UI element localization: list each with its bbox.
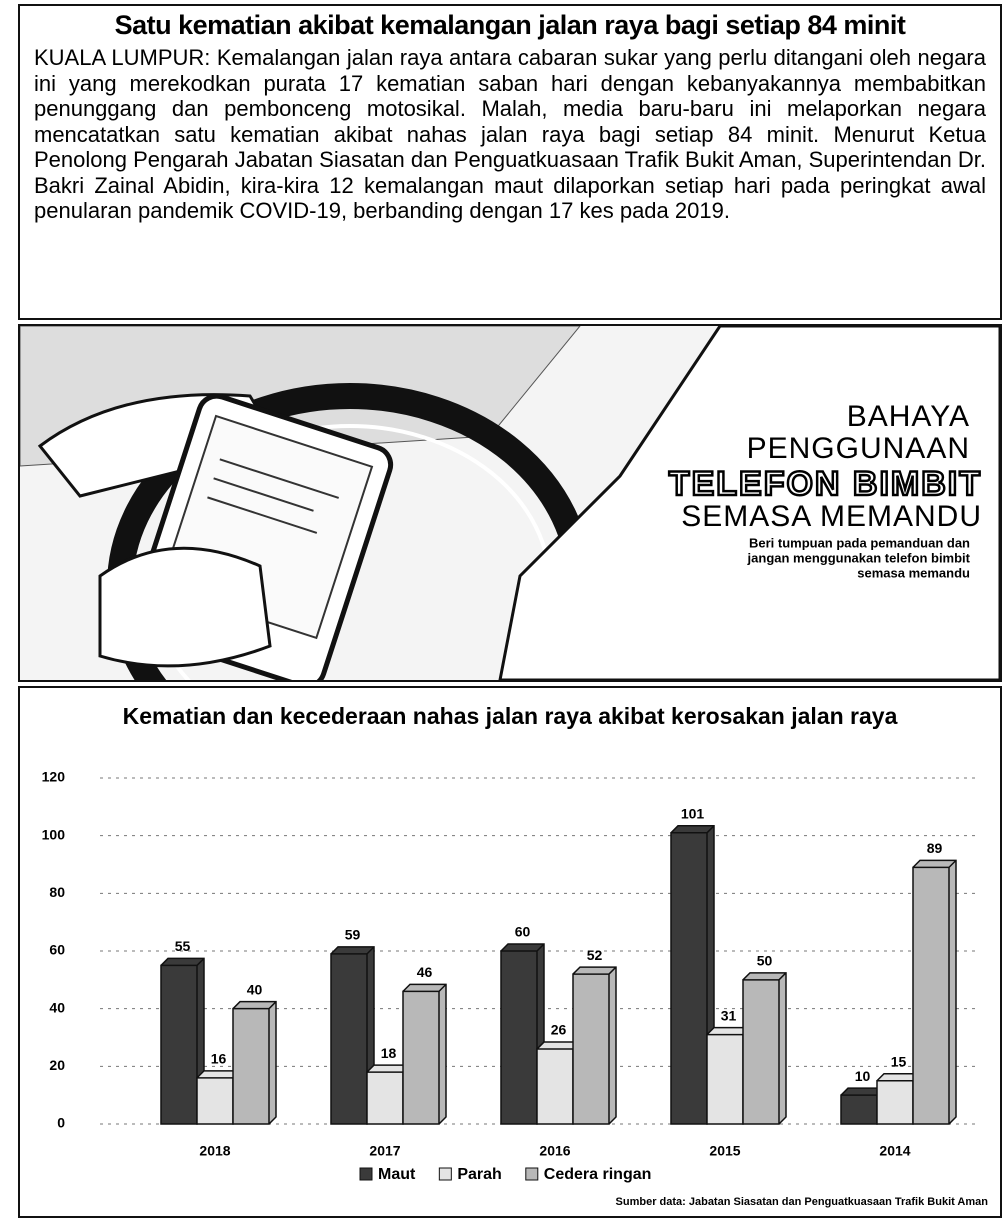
value-label: 60 — [515, 924, 531, 940]
headline: SEMASA MEMANDU — [681, 500, 982, 533]
value-label: 40 — [247, 981, 263, 997]
value-label: 59 — [345, 927, 361, 943]
bar — [743, 973, 786, 1124]
value-label: 89 — [927, 840, 943, 856]
value-label: 55 — [175, 938, 191, 954]
bar — [913, 860, 956, 1124]
value-label: 26 — [551, 1022, 567, 1038]
x-tick-label: 2016 — [539, 1143, 570, 1159]
legend-swatch — [439, 1168, 451, 1180]
value-label: 52 — [587, 947, 603, 963]
illustration-art: BAHAYA PENGGUNAAN TELEFON BIMBIT SEMASA … — [20, 326, 1000, 680]
x-tick-label: 2018 — [199, 1143, 230, 1159]
source: Sumber data: Jabatan Siasatan dan Pengua… — [616, 1196, 989, 1208]
legend-swatch — [360, 1168, 372, 1180]
headline: PENGGUNAAN — [747, 432, 970, 465]
note-line: semasa memandu — [857, 565, 970, 580]
article-body: KUALA LUMPUR: Kemalangan jalan raya anta… — [34, 45, 986, 224]
x-tick-label: 2017 — [369, 1143, 400, 1159]
y-tick-label: 60 — [49, 942, 65, 958]
article-title: Satu kematian akibat kemalangan jalan ra… — [34, 10, 986, 41]
value-label: 101 — [681, 805, 705, 821]
chart-title: Kematian dan kecederaan nahas jalan raya… — [123, 703, 898, 729]
hand — [100, 548, 270, 666]
y-tick-label: 80 — [49, 884, 65, 900]
value-label: 50 — [757, 953, 773, 969]
page: Satu kematian akibat kemalangan jalan ra… — [0, 0, 1006, 1222]
article: Satu kematian akibat kemalangan jalan ra… — [18, 4, 1002, 320]
value-label: 46 — [417, 964, 433, 980]
value-label: 31 — [721, 1007, 737, 1023]
bar — [233, 1002, 276, 1124]
legend-swatch — [526, 1168, 538, 1180]
legend-label: Parah — [457, 1166, 501, 1183]
note-line: jangan menggunakan telefon bimbit — [747, 550, 971, 565]
value-label: 15 — [891, 1053, 907, 1069]
x-tick-label: 2015 — [709, 1143, 740, 1159]
chart-box: Kematian dan kecederaan nahas jalan raya… — [18, 686, 1002, 1218]
value-label: 18 — [381, 1045, 397, 1061]
y-tick-label: 100 — [42, 826, 66, 842]
legend-label: Cedera ringan — [544, 1166, 652, 1183]
chart: Kematian dan kecederaan nahas jalan raya… — [20, 688, 1000, 1216]
value-label: 16 — [211, 1051, 227, 1067]
y-tick-label: 0 — [57, 1115, 65, 1131]
x-tick-label: 2014 — [879, 1143, 910, 1159]
headline: BAHAYA — [847, 400, 970, 433]
y-tick-label: 40 — [49, 999, 65, 1015]
note-line: Beri tumpuan pada pemanduan dan — [749, 535, 970, 550]
y-tick-label: 20 — [49, 1057, 65, 1073]
y-tick-label: 120 — [42, 769, 66, 785]
legend-label: Maut — [378, 1166, 416, 1183]
headline: TELEFON BIMBIT — [669, 465, 982, 503]
bar — [573, 967, 616, 1124]
value-label: 10 — [855, 1068, 871, 1084]
bar — [403, 984, 446, 1124]
illustration: BAHAYA PENGGUNAAN TELEFON BIMBIT SEMASA … — [18, 324, 1002, 682]
